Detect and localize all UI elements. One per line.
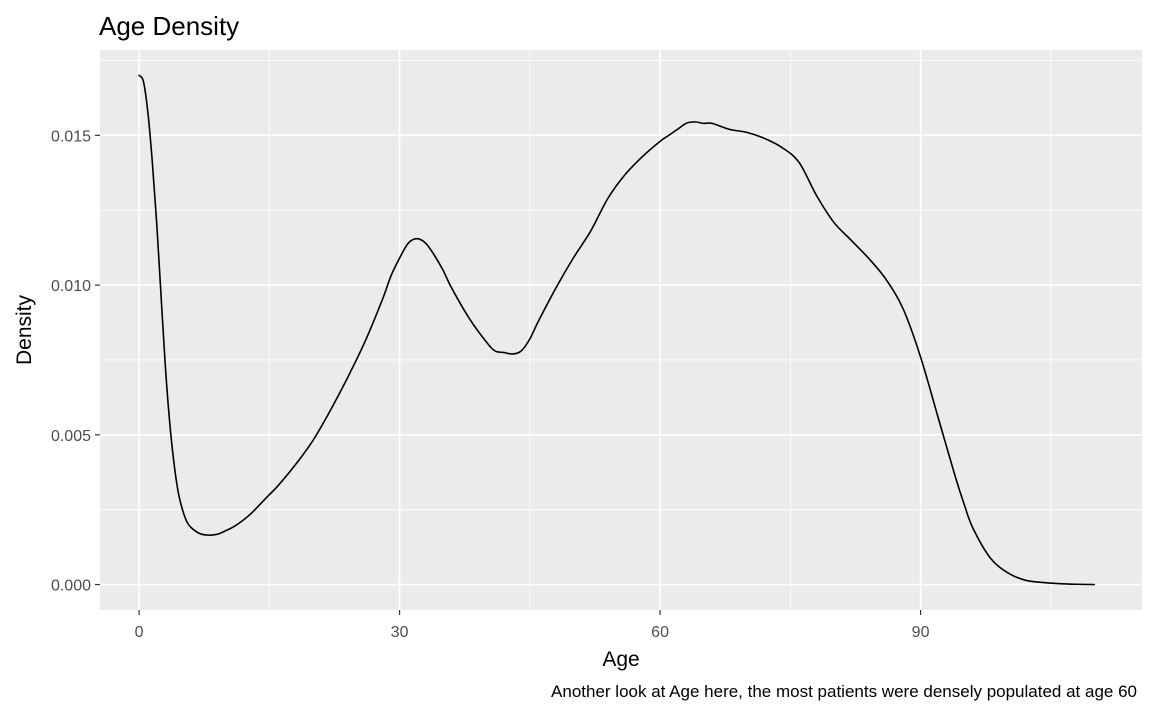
chart-caption: Another look at Age here, the most patie… [551,682,1137,701]
x-tick-label: 0 [135,624,144,641]
minor-gridlines [100,50,1142,610]
y-tick-label: 0.005 [51,428,91,445]
y-tick-label: 0.010 [51,278,91,295]
major-gridlines [100,50,1142,610]
density-curve [138,74,1096,586]
y-axis-ticks: 0.000 0.005 0.010 0.015 [51,128,100,595]
x-tick-label: 90 [912,624,930,641]
x-axis-ticks: 0 30 60 90 [135,610,930,641]
plot-panel [100,50,1142,610]
x-axis-label: Age [602,648,639,671]
y-axis-label: Density [13,294,36,365]
y-tick-label: 0.015 [51,128,91,145]
chart-title: Age Density [99,11,239,41]
y-tick-label: 0.000 [51,578,91,595]
x-tick-label: 60 [651,624,669,641]
x-tick-label: 30 [391,624,409,641]
